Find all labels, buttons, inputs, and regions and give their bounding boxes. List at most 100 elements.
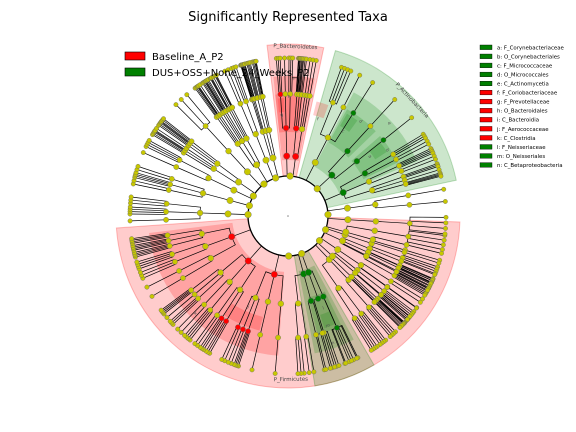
chart-title: Significantly Represented Taxa: [188, 10, 388, 25]
tree-edge: [307, 59, 314, 96]
tree-node: [361, 170, 369, 177]
tree-node: [378, 291, 384, 298]
tree-edge: [299, 58, 304, 95]
tree-node: [210, 165, 217, 172]
tree-node: [277, 55, 283, 61]
tree-edge: [156, 128, 187, 149]
tree-node: [344, 204, 351, 212]
clade-letter-i: i: [293, 76, 295, 82]
clade-shade-m: [308, 291, 342, 335]
tree-node: [298, 126, 306, 133]
tree-node: [295, 300, 302, 307]
tree-node: [370, 80, 376, 85]
clade-letter-d: d: [357, 118, 363, 125]
tree-node: [393, 268, 400, 275]
tree-edge: [141, 261, 176, 276]
tree-node: [164, 232, 171, 239]
tree-nodes-layer: [127, 55, 449, 377]
tree-edge: [404, 251, 439, 264]
tree-edge: [210, 77, 229, 110]
tree-edge: [336, 327, 352, 361]
tree-edge: [375, 221, 410, 224]
tree-node: [134, 259, 140, 265]
tree-edge: [166, 203, 201, 213]
tree-node: [327, 365, 333, 371]
tree-node: [158, 307, 164, 313]
clade-shade-l: [320, 311, 336, 329]
tree-node: [285, 252, 293, 260]
tree-node: [340, 104, 347, 111]
taxa-legend-label-i: i: C_Bacteroidia: [497, 118, 539, 124]
tree-edge: [146, 270, 180, 288]
tree-edge: [303, 273, 312, 302]
tree-node: [176, 268, 182, 274]
tree-node: [441, 237, 447, 243]
tree-edge: [130, 208, 167, 212]
tree-node: [442, 199, 448, 204]
tree-node: [402, 181, 409, 187]
clade-letter-a: a: [366, 154, 372, 159]
tree-node: [440, 242, 446, 248]
tree-edge: [357, 269, 385, 292]
tree-node: [295, 334, 301, 341]
taxa-legend-swatch-d: [479, 71, 493, 77]
tree-node: [252, 131, 259, 138]
tree-node: [339, 189, 347, 196]
tree-node: [313, 185, 321, 193]
tree-node: [252, 294, 259, 301]
tree-edge: [168, 233, 202, 242]
tree-edge: [366, 255, 398, 272]
tree-edge: [309, 60, 317, 97]
tree-node: [348, 358, 354, 364]
tree-node: [166, 243, 173, 249]
tree-node: [262, 156, 270, 164]
tree-node: [443, 226, 448, 231]
tree-node: [387, 334, 393, 339]
tree-edge: [403, 164, 438, 178]
tree-node: [350, 110, 357, 116]
phylum-label-1: P_Bacteroidetes: [273, 43, 317, 51]
tree-edge: [245, 101, 259, 135]
tree-edge: [223, 111, 243, 142]
tree-node: [433, 156, 438, 162]
tree-node: [226, 278, 233, 286]
tree-edge: [166, 212, 201, 221]
tree-node: [392, 97, 398, 102]
tree-node: [169, 251, 175, 258]
tree-node: [167, 318, 173, 324]
tree-edge: [277, 303, 282, 338]
taxa-legend-swatch-m: [479, 153, 493, 159]
taxa-legend-swatch-g: [479, 99, 493, 105]
tree-node: [192, 341, 198, 347]
taxa-legend-label-e: e: C_Actinomycetia: [497, 82, 549, 88]
tree-node: [287, 91, 294, 97]
tree-edge: [369, 248, 402, 262]
tree-node: [253, 58, 259, 64]
tree-node: [245, 328, 251, 335]
tree-node: [414, 305, 419, 311]
clade-letter-b: b: [384, 147, 391, 153]
tree-edge: [136, 169, 173, 181]
tree-edge: [301, 95, 308, 130]
tree-edge: [366, 255, 397, 273]
tree-edge: [175, 104, 206, 131]
clade-letter-f: f: [316, 116, 320, 122]
tree-edge: [166, 211, 201, 214]
tree-node: [214, 160, 221, 167]
clade-shade-f: [313, 101, 329, 119]
tree-node: [352, 269, 359, 276]
tree-edge: [233, 67, 247, 102]
taxa-legend-label-d: d: O_Micrococcales: [497, 72, 549, 78]
tree-node: [243, 135, 250, 142]
root-node: [287, 215, 289, 217]
tree-edge: [383, 290, 413, 314]
tree-edge: [215, 75, 233, 108]
tree-node: [182, 333, 187, 338]
tree-node: [166, 187, 172, 193]
tree-edge: [308, 272, 319, 299]
tree-node: [180, 275, 186, 281]
tree-node: [176, 157, 183, 163]
tree-node: [380, 137, 387, 143]
tree-edge: [205, 236, 232, 247]
tree-edge: [370, 99, 396, 127]
